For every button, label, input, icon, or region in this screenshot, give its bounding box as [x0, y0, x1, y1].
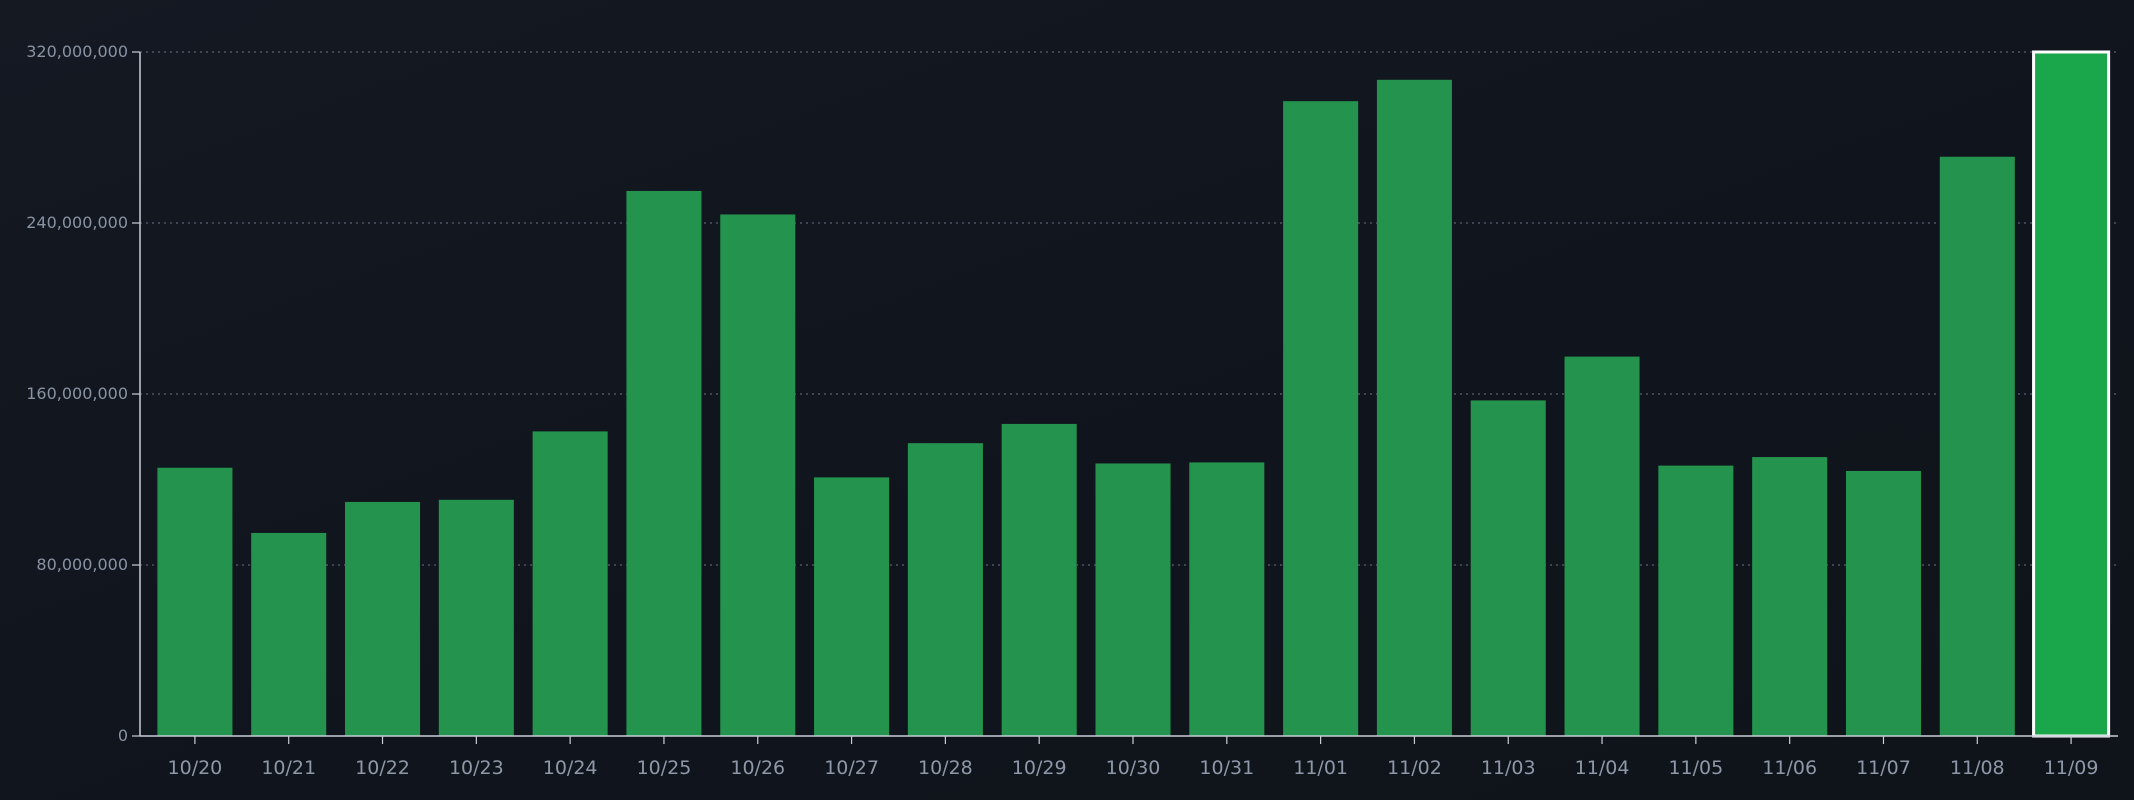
x-tick-label: 10/23	[449, 757, 504, 779]
x-tick-label: 10/21	[261, 757, 316, 779]
x-tick-label: 11/01	[1293, 757, 1348, 779]
bar[interactable]	[626, 190, 702, 736]
bar[interactable]	[1376, 79, 1452, 737]
bar[interactable]	[1001, 423, 1077, 736]
y-tick-label: 240,000,000	[26, 213, 128, 232]
bar[interactable]	[345, 501, 421, 736]
bar[interactable]	[532, 431, 608, 736]
x-tick-label: 11/08	[1950, 757, 2005, 779]
bar[interactable]	[1564, 356, 1640, 736]
bar[interactable]	[157, 467, 233, 736]
bars	[157, 50, 2111, 738]
bar[interactable]	[1470, 400, 1546, 736]
x-tick-label: 11/02	[1387, 757, 1442, 779]
x-tick-label: 10/25	[637, 757, 692, 779]
bar[interactable]	[1095, 463, 1171, 736]
x-tick-label: 11/04	[1575, 757, 1630, 779]
x-tick-label: 10/30	[1106, 757, 1161, 779]
x-tick-label: 11/06	[1762, 757, 1817, 779]
y-axis-ticks: 0 80,000,000 160,000,000 240,000,000 320,000…	[26, 42, 140, 745]
x-tick-label: 10/20	[168, 757, 223, 779]
x-tick-label: 10/28	[918, 757, 973, 779]
bar[interactable]	[1658, 465, 1734, 736]
x-tick-label: 10/27	[824, 757, 879, 779]
bar[interactable]	[1752, 457, 1828, 736]
x-tick-label: 11/09	[2044, 757, 2099, 779]
bar[interactable]	[1939, 156, 2015, 737]
x-tick-label: 10/24	[543, 757, 598, 779]
x-tick-label: 11/05	[1668, 757, 1723, 779]
y-tick-label: 80,000,000	[36, 555, 128, 574]
bar[interactable]	[907, 443, 983, 736]
bar[interactable]	[1189, 462, 1265, 736]
bar[interactable]	[720, 214, 796, 736]
x-tick-label: 10/26	[730, 757, 785, 779]
y-tick-label: 0	[118, 726, 128, 745]
x-tick-label: 10/31	[1199, 757, 1254, 779]
x-tick-label: 10/22	[355, 757, 410, 779]
bar[interactable]	[251, 532, 327, 736]
y-tick-label: 320,000,000	[26, 42, 128, 61]
bar[interactable]	[438, 499, 514, 736]
bar-highlighted[interactable]	[2032, 50, 2111, 738]
bar[interactable]	[814, 477, 890, 736]
y-tick-label: 160,000,000	[26, 384, 128, 403]
x-axis-ticks: 10/20 10/21 10/22 10/23 10/24 10/25 10/26 10/27…	[168, 736, 2099, 779]
x-tick-label: 10/29	[1012, 757, 1067, 779]
x-tick-label: 11/07	[1856, 757, 1911, 779]
bar[interactable]	[1845, 470, 1921, 736]
bar[interactable]	[1283, 101, 1359, 737]
x-tick-label: 11/03	[1481, 757, 1536, 779]
